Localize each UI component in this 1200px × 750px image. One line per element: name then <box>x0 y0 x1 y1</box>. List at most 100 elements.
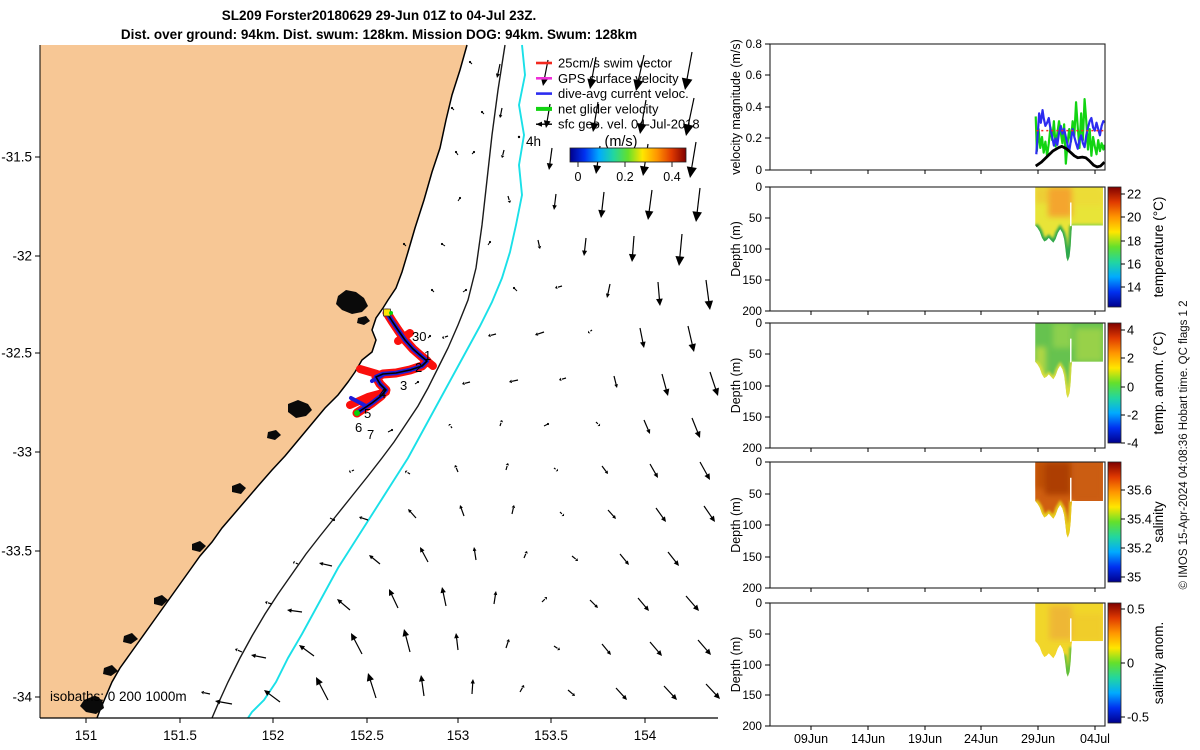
quiver-arrow <box>455 151 459 156</box>
map-colorbar-tick-label: 0 <box>575 170 582 184</box>
panel-y-tick-label: 50 <box>749 211 763 225</box>
quiver-arrow <box>351 469 355 472</box>
quiver-arrow <box>507 200 512 203</box>
quiver-arrow <box>498 114 503 118</box>
quiver-arrow <box>454 465 458 468</box>
quiver-arrow <box>471 681 474 695</box>
panel-y-tick-label: 0 <box>755 316 762 330</box>
quiver-arrow <box>537 331 545 335</box>
legend-4h-dot <box>517 135 521 139</box>
time-tick-label: 04Jul <box>1080 732 1110 746</box>
quiver-arrow <box>692 211 702 222</box>
section-data <box>1035 462 1103 538</box>
colorbar-tick-label: 35.2 <box>1127 541 1152 556</box>
section-shade <box>1035 462 1045 489</box>
colorbar-tick-label: 0 <box>1127 380 1134 395</box>
estuary <box>192 541 206 552</box>
quiver-arrow <box>366 673 374 682</box>
section-gap <box>1070 338 1072 363</box>
quiver-arrow <box>470 679 475 684</box>
quiver-arrow <box>619 553 628 564</box>
quiver-arrow <box>667 551 678 565</box>
quiver-arrow <box>614 383 618 388</box>
quiver-arrow <box>688 343 696 352</box>
map-x-tick-label: 154 <box>634 728 657 743</box>
quiver-arrow <box>559 377 562 382</box>
quiver-arrow <box>338 600 351 611</box>
legend-4h-note: 4h <box>526 134 541 149</box>
isobath-1000m <box>247 44 526 719</box>
quiver-arrow <box>535 332 539 336</box>
quiver-arrow <box>253 655 267 659</box>
quiver-arrow <box>451 107 455 111</box>
panel-y-tick-label: 150 <box>742 688 762 702</box>
panel-y-tick-label: 150 <box>742 410 762 424</box>
quiver-arrow <box>420 549 429 563</box>
quiver-arrow <box>472 547 477 552</box>
quiver-arrow <box>469 61 473 65</box>
colorbar-tick-label: 35.4 <box>1127 512 1152 527</box>
quiver-arrow <box>640 165 649 176</box>
quiver-arrow <box>649 463 658 476</box>
panel-colorbar <box>1107 461 1122 583</box>
fringe-line <box>1035 223 1075 262</box>
colorbar-tick-label: -4 <box>1127 436 1138 451</box>
panel-y-tick-label: 200 <box>742 581 762 595</box>
isobath-200m <box>211 44 506 719</box>
quiver-arrow <box>414 381 419 385</box>
quiver-arrow <box>612 515 616 519</box>
colorbar-tick-label: 22 <box>1127 187 1141 202</box>
quiver-arrow <box>440 587 446 594</box>
legend-label: dive-avg current veloc. <box>558 86 689 101</box>
dive-number-label: 6 <box>355 420 362 435</box>
quiver-arrow <box>418 675 425 682</box>
quiver-arrow <box>683 123 694 136</box>
temp-anomaly-panel: 0 50 100 150 200 Depth (m) 4 2 0 -2 -4 temp. anom. … <box>729 316 1166 455</box>
quiver-arrow <box>237 649 243 653</box>
quiver-arrow <box>267 602 273 605</box>
quiver-arrow <box>444 335 449 338</box>
land-area <box>40 45 467 718</box>
quiver-arrow <box>473 549 477 561</box>
colorbar-tick-label: 0 <box>1127 656 1134 671</box>
quiver-arrow <box>598 209 606 218</box>
quiver-arrow <box>546 162 553 170</box>
map-y-tick-label: -31.5 <box>1 150 32 165</box>
quiver-arrow <box>264 690 271 696</box>
quiver-arrow <box>628 253 637 262</box>
quiver-arrow <box>561 377 567 380</box>
map-y-tick-label: -32 <box>12 249 32 264</box>
quiver-arrow <box>557 285 563 288</box>
quiver-arrow <box>497 63 501 76</box>
panel-y-tick-label: 150 <box>742 550 762 564</box>
quiver-arrow <box>349 469 352 474</box>
quiver-arrow <box>597 423 601 427</box>
quiver-arrow <box>673 560 679 566</box>
section-shade <box>1075 328 1103 362</box>
time-tick-label: 29Jun <box>1021 732 1055 746</box>
estuary <box>123 633 138 644</box>
estuary <box>103 665 118 676</box>
quiver-arrow <box>295 562 299 565</box>
quiver-arrow <box>293 560 296 565</box>
quiver-arrow <box>649 641 661 655</box>
map-colorbar-tick-label: 0.2 <box>616 170 633 184</box>
quiver-arrow <box>555 285 558 290</box>
estuary <box>80 696 104 714</box>
estuary-lakes <box>80 290 370 714</box>
quiver-arrow <box>389 589 395 596</box>
dive-number-label: 5 <box>364 406 371 421</box>
salinity-anomaly-panel: 0 50 100 150 200 09Jun 14Jun 19Jun 24Jun 29Jun 04J… <box>729 596 1166 746</box>
salinity-panel: 0 50 100 150 200 Depth (m) 35.6 35.4 35.2 35 salin… <box>729 455 1166 595</box>
quiver-arrow <box>499 420 504 423</box>
quiver-arrow <box>499 107 503 116</box>
quiver-arrow <box>462 289 467 293</box>
quiver-arrow <box>582 250 588 256</box>
quiver-arrow <box>407 472 411 475</box>
quiver-arrow <box>553 645 558 649</box>
quiver-arrow <box>675 255 685 266</box>
